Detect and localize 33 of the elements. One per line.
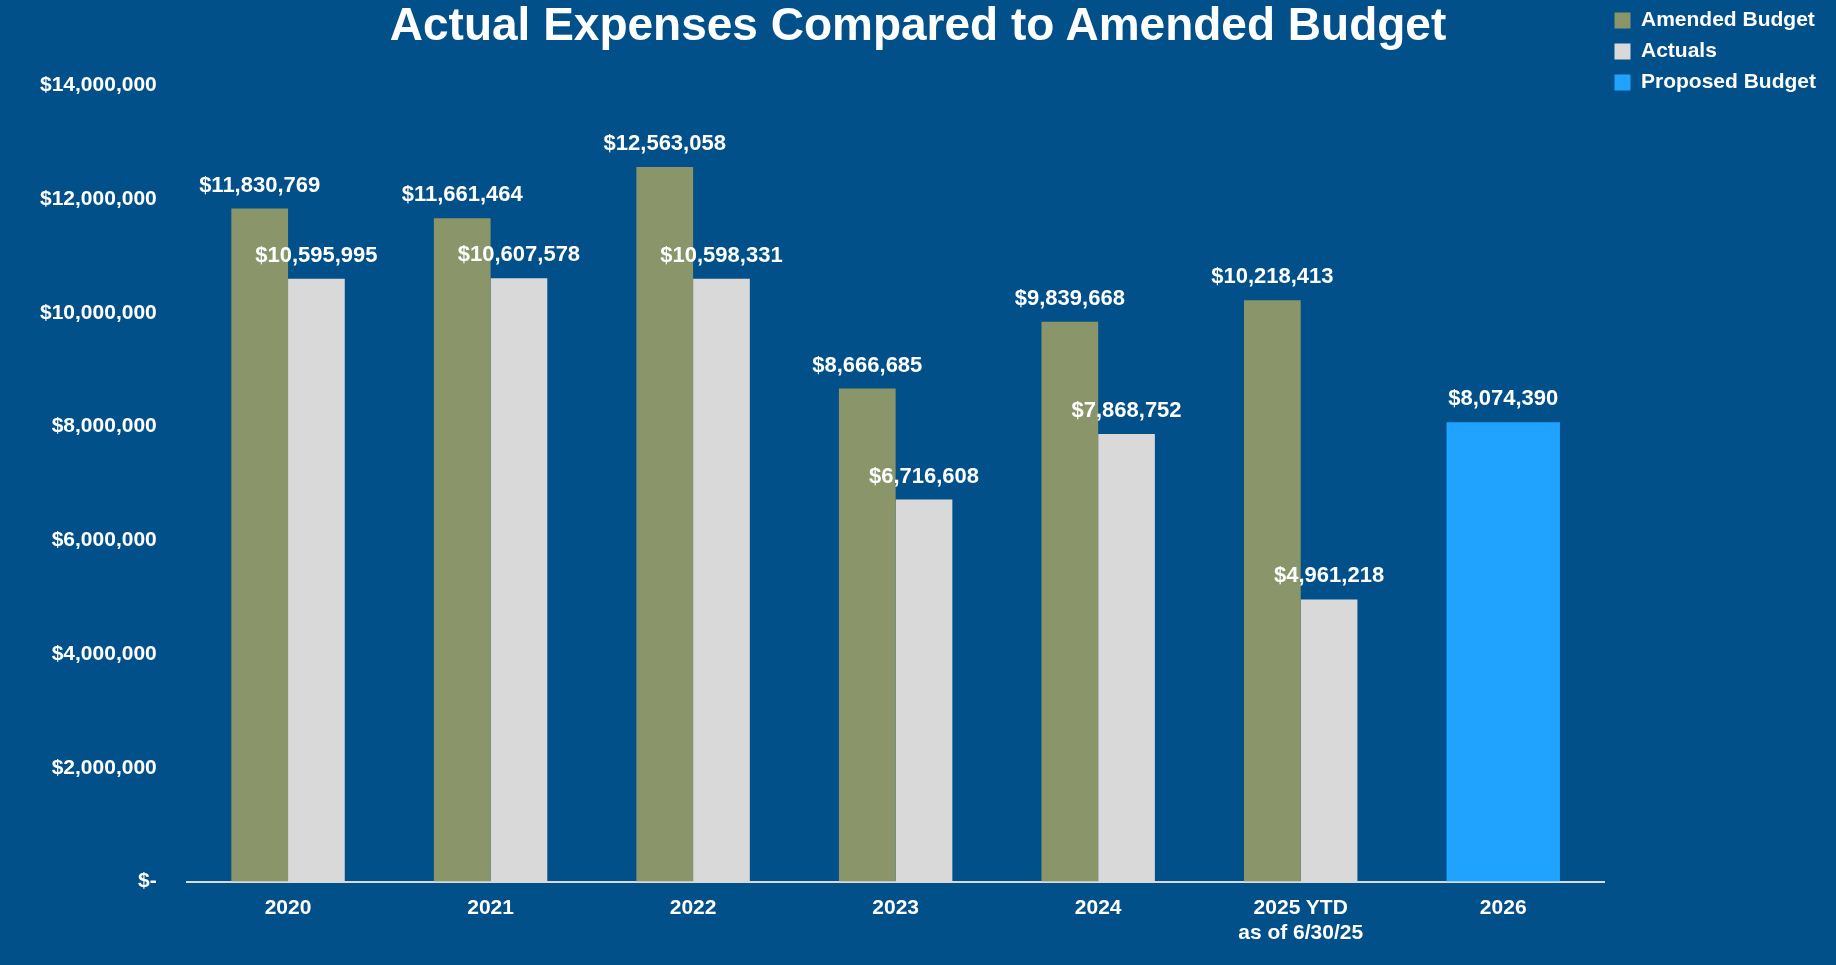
y-tick-label: $12,000,000 (39, 185, 157, 209)
x-tick-label: 2021 (467, 895, 515, 918)
legend-label: Amended Budget (1641, 7, 1815, 31)
data-label: $6,716,608 (868, 462, 980, 488)
data-label: $8,666,685 (812, 351, 923, 377)
x-tick-label: 2024 (1074, 895, 1122, 918)
y-tick-label: $6,000,000 (51, 527, 157, 551)
data-label: $10,595,995 (255, 241, 378, 267)
data-label: $9,839,668 (1014, 284, 1125, 310)
data-label: $10,218,413 (1211, 263, 1334, 289)
data-label: $7,868,752 (1071, 397, 1182, 423)
data-label: $11,830,769 (199, 171, 321, 197)
legend-label: Proposed Budget (1641, 69, 1817, 93)
data-label: $10,607,578 (457, 241, 581, 267)
y-tick-label: $8,000,000 (51, 413, 157, 437)
data-label: $10,598,331 (660, 241, 783, 267)
y-tick-label: $14,000,000 (39, 72, 157, 95)
data-label: $8,074,390 (1448, 385, 1559, 411)
x-tick-label: 2020 (264, 895, 312, 918)
chart-title: Actual Expenses Compared to Amended Budget (389, 0, 1447, 51)
legend-label: Actuals (1641, 38, 1717, 62)
data-label: $11,661,464 (401, 181, 524, 207)
x-tick-label: 2022 (669, 895, 717, 918)
x-tick-label: 2023 (872, 895, 919, 918)
x-tick-label: 2026 (1479, 895, 1527, 918)
bar (1446, 422, 1560, 882)
y-tick-label: $- (138, 868, 157, 892)
data-label: $4,961,218 (1274, 562, 1385, 588)
y-tick-label: $4,000,000 (51, 640, 157, 664)
data-label: $12,563,058 (603, 130, 726, 155)
y-tick-label: $2,000,000 (51, 754, 157, 778)
x-tick-label: 2025 YTD as of 6/30/25 (1238, 895, 1364, 944)
y-tick-label: $10,000,000 (39, 299, 157, 323)
